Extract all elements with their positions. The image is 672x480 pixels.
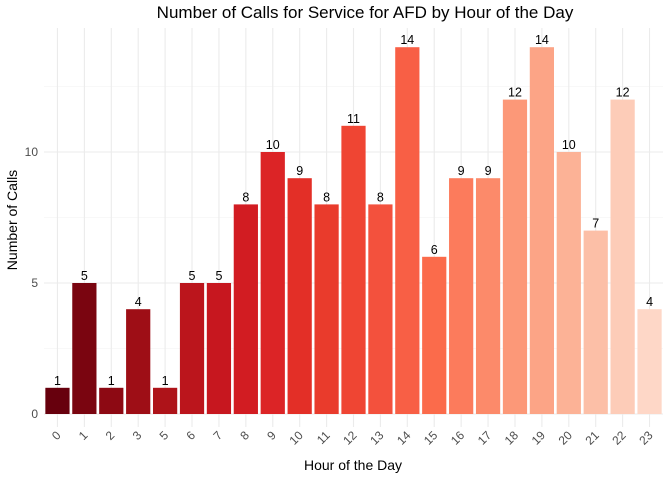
bar-hour-23 (637, 309, 662, 414)
x-tick-label: 11 (314, 428, 333, 447)
x-tick-label: 20 (556, 428, 576, 448)
x-tick-label: 5 (157, 428, 172, 443)
data-label: 1 (108, 374, 115, 388)
y-tick-label: 0 (31, 407, 38, 421)
data-label: 10 (266, 138, 280, 152)
bar-hour-10 (287, 178, 312, 414)
x-tick-label: 17 (475, 428, 495, 448)
bar-hour-13 (368, 204, 393, 414)
x-tick-label: 12 (340, 428, 360, 448)
x-tick-label: 18 (502, 428, 522, 448)
x-tick-label: 14 (394, 428, 414, 448)
x-tick-label: 2 (103, 428, 118, 443)
data-label: 7 (592, 217, 599, 231)
bar-hour-6 (179, 283, 205, 414)
bar-hour-11 (314, 204, 339, 414)
chart-title: Number of Calls for Service for AFD by H… (157, 3, 574, 22)
x-tick-label: 15 (421, 428, 441, 448)
data-label: 9 (458, 164, 465, 178)
bar-hour-12 (341, 125, 366, 415)
data-label: 14 (400, 33, 414, 47)
y-tick-label: 10 (25, 145, 39, 159)
data-label: 9 (485, 164, 492, 178)
x-tick-label: 21 (582, 428, 602, 448)
data-label: 1 (54, 374, 61, 388)
x-axis-ticks: 0 1 2 3 5 6 7 8 9 10 11 12 13 14 15 16 17 18 19 20 21 22 23 (49, 428, 656, 448)
bar-hour-1 (72, 283, 97, 414)
data-label: 5 (189, 269, 196, 283)
x-tick-label: 3 (130, 428, 145, 443)
x-axis-title: Hour of the Day (304, 457, 402, 473)
bar-hour-0 (45, 387, 70, 414)
data-label: 5 (215, 269, 222, 283)
bars (45, 47, 662, 415)
x-tick-label: 7 (210, 428, 225, 443)
data-label: 5 (81, 269, 88, 283)
data-label: 4 (135, 295, 142, 309)
y-axis-ticks: 0 5 10 (25, 145, 39, 421)
bar-hour-7 (206, 283, 232, 414)
bar-hour-17 (475, 178, 501, 414)
x-tick-label: 16 (448, 428, 468, 448)
bar-hour-3 (126, 309, 151, 414)
bar-hour-20 (556, 152, 581, 414)
bar-hour-14 (395, 47, 420, 414)
bar-hour-22 (610, 99, 635, 414)
data-label: 12 (508, 86, 522, 100)
bar-hour-2 (99, 387, 124, 414)
data-label: 11 (347, 112, 360, 126)
data-label: 10 (562, 138, 576, 152)
bar-hour-15 (422, 256, 447, 414)
x-tick-label: 8 (237, 428, 252, 443)
bar-hour-5 (152, 387, 178, 414)
x-tick-label: 23 (636, 428, 656, 448)
x-tick-label: 0 (49, 428, 64, 443)
x-tick-label: 13 (367, 428, 387, 448)
bar-hour-19 (529, 47, 555, 414)
x-tick-label: 19 (529, 428, 549, 448)
data-label: 8 (377, 190, 384, 204)
x-tick-label: 10 (286, 428, 306, 448)
data-label: 6 (431, 243, 438, 257)
x-tick-label: 22 (609, 428, 629, 448)
x-tick-label: 1 (76, 428, 91, 443)
bar-hour-21 (583, 230, 608, 414)
bar-hour-9 (260, 152, 285, 414)
bar-hour-16 (449, 178, 474, 414)
x-tick-label: 6 (184, 428, 199, 443)
x-tick-label: 9 (264, 428, 279, 443)
y-axis-title: Number of Calls (4, 170, 20, 270)
data-label: 14 (535, 33, 549, 47)
data-label: 8 (323, 190, 330, 204)
data-label: 1 (162, 374, 169, 388)
y-tick-label: 5 (31, 276, 38, 290)
data-label: 9 (296, 164, 303, 178)
data-label: 4 (646, 295, 653, 309)
bar-hour-8 (233, 204, 258, 414)
data-label: 8 (242, 190, 249, 204)
bar-hour-18 (502, 99, 528, 414)
data-label: 12 (616, 86, 630, 100)
